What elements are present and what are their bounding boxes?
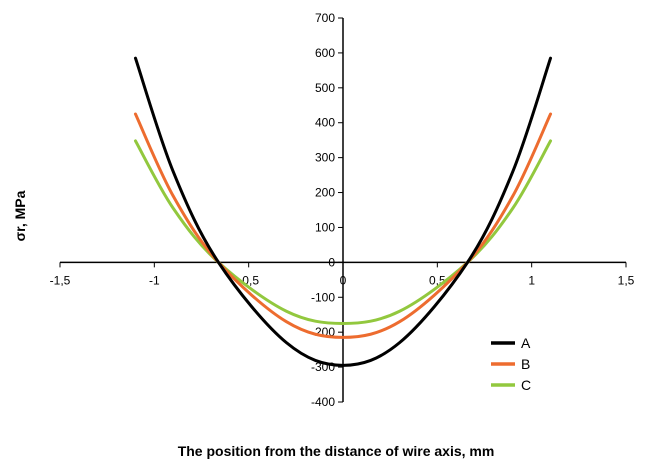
y-tick-label: 300	[315, 151, 335, 165]
x-tick-label: -1	[149, 273, 160, 287]
y-tick-label: -400	[311, 395, 335, 409]
y-tick-label: -100	[311, 290, 335, 304]
legend-label-b: B	[521, 356, 530, 372]
y-tick-label: 0	[328, 255, 335, 269]
x-tick-label: 0	[340, 273, 347, 287]
y-axis-label: σr, MPa	[12, 190, 28, 241]
x-axis-label: The position from the distance of wire a…	[178, 443, 495, 459]
y-tick-label: 600	[315, 46, 335, 60]
series-lines	[133, 56, 553, 367]
y-tick-label: 700	[315, 11, 335, 25]
series-line-b	[133, 112, 553, 339]
x-tick-label: 1	[528, 273, 535, 287]
y-tick-label: 400	[315, 116, 335, 130]
x-tick-label: 1,5	[618, 273, 635, 287]
series-line-c	[133, 139, 553, 325]
x-tick-label: -1,5	[50, 273, 71, 287]
y-tick-label: 200	[315, 186, 335, 200]
legend: ABC	[491, 335, 531, 393]
y-tick-label: 500	[315, 81, 335, 95]
y-tick-label: 100	[315, 220, 335, 234]
series-line-a	[133, 56, 553, 367]
legend-label-a: A	[521, 335, 531, 351]
legend-label-c: C	[521, 377, 531, 393]
